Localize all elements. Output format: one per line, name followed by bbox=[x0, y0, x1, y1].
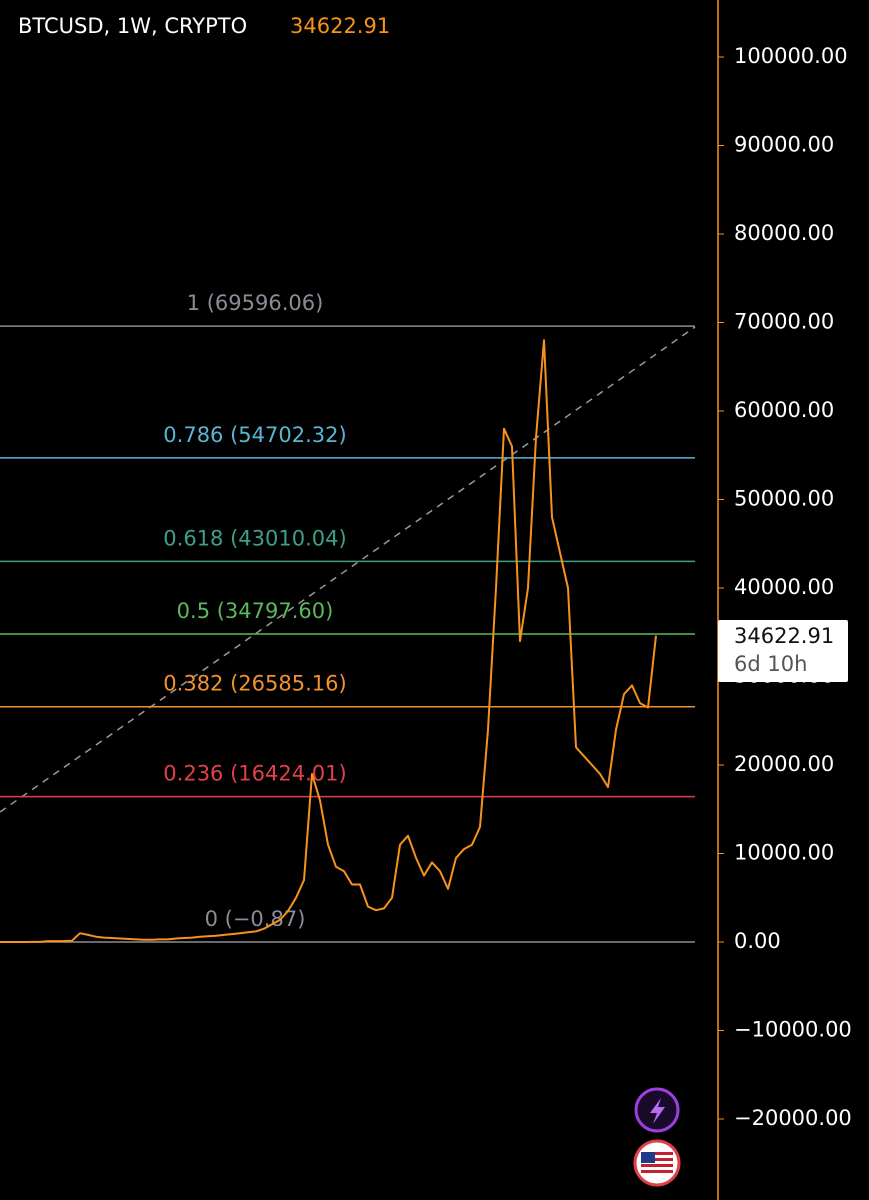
y-tick-label: 60000.00 bbox=[734, 398, 834, 422]
lightning-icon bbox=[650, 1098, 665, 1124]
y-tick-label: −20000.00 bbox=[734, 1106, 852, 1130]
y-tick-label: 20000.00 bbox=[734, 752, 834, 776]
y-tick-label: 0.00 bbox=[734, 929, 781, 953]
fib-label: 0 (−0.87) bbox=[205, 907, 306, 931]
y-tick-label: 70000.00 bbox=[734, 310, 834, 334]
y-tick-label: 80000.00 bbox=[734, 221, 834, 245]
price-tag bbox=[718, 620, 848, 682]
flag-icon bbox=[641, 1152, 673, 1174]
y-tick-label: −10000.00 bbox=[734, 1018, 852, 1042]
fib-label: 0.618 (43010.04) bbox=[163, 526, 346, 550]
plot: 100000.00 90000.00 80000.00 70000.00 60000.0… bbox=[0, 44, 852, 1130]
y-tick-label: 40000.00 bbox=[734, 575, 834, 599]
price-line bbox=[0, 339, 657, 943]
y-tick-label: 50000.00 bbox=[734, 487, 834, 511]
trend-line bbox=[0, 326, 696, 813]
price-tag-value: 34622.91 bbox=[734, 624, 834, 648]
y-tick-label: 100000.00 bbox=[734, 44, 848, 68]
header-price: 34622.91 bbox=[290, 14, 390, 38]
fib-label: 0.382 (26585.16) bbox=[163, 672, 346, 696]
fib-label: 0.236 (16424.01) bbox=[163, 762, 346, 786]
y-tick-label: 90000.00 bbox=[734, 132, 834, 156]
chart-title: BTCUSD, 1W, CRYPTO bbox=[18, 14, 247, 38]
fib-label: 0.5 (34797.60) bbox=[177, 599, 334, 623]
y-tick-label: 10000.00 bbox=[734, 841, 834, 865]
price-tag-countdown: 6d 10h bbox=[734, 652, 807, 676]
fib-label: 1 (69596.06) bbox=[187, 291, 324, 315]
fib-label: 0.786 (54702.32) bbox=[163, 423, 346, 447]
